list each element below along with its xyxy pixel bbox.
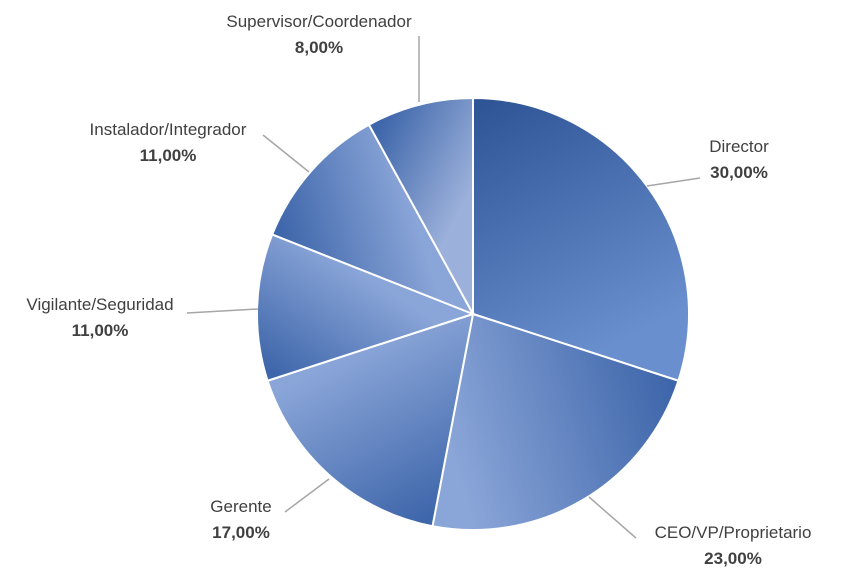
slice-label-value: 30,00% [710, 163, 768, 182]
pie-slice-gerente [266, 312, 475, 528]
slice-label-name: Instalador/Integrador [90, 120, 247, 139]
slice-label-value: 23,00% [704, 549, 762, 568]
leader-line [262, 134, 310, 173]
leader-line [284, 478, 330, 513]
pie-slice-instalador-integrador [270, 123, 476, 316]
slice-label-value: 11,00% [72, 321, 129, 340]
leader-line [186, 308, 259, 314]
slice-label-value: 17,00% [212, 523, 270, 542]
leader-lines [186, 36, 701, 539]
pie-slice-supervisor-coordenador [367, 96, 474, 315]
pie-slice-ceo-vp-proprietario [431, 312, 680, 531]
slice-label-name: Supervisor/Coordenador [226, 12, 412, 31]
data-labels: Director 30,00% CEO/VP/Proprietario 23,00% G… [26, 12, 811, 568]
pie-slice-vigilante-seguridad [256, 233, 476, 383]
slice-label-name: Vigilante/Seguridad [26, 295, 173, 314]
slice-label-value: 8,00% [295, 38, 343, 57]
slice-label-name: Director [709, 137, 769, 156]
leader-line [646, 177, 701, 187]
leader-line [588, 496, 637, 539]
slice-label-name: Gerente [210, 497, 271, 516]
slice-label-value: 11,00% [140, 146, 197, 165]
pie-slice-director [472, 96, 690, 383]
slice-label-name: CEO/VP/Proprietario [655, 523, 812, 542]
pie-slices [256, 96, 690, 531]
